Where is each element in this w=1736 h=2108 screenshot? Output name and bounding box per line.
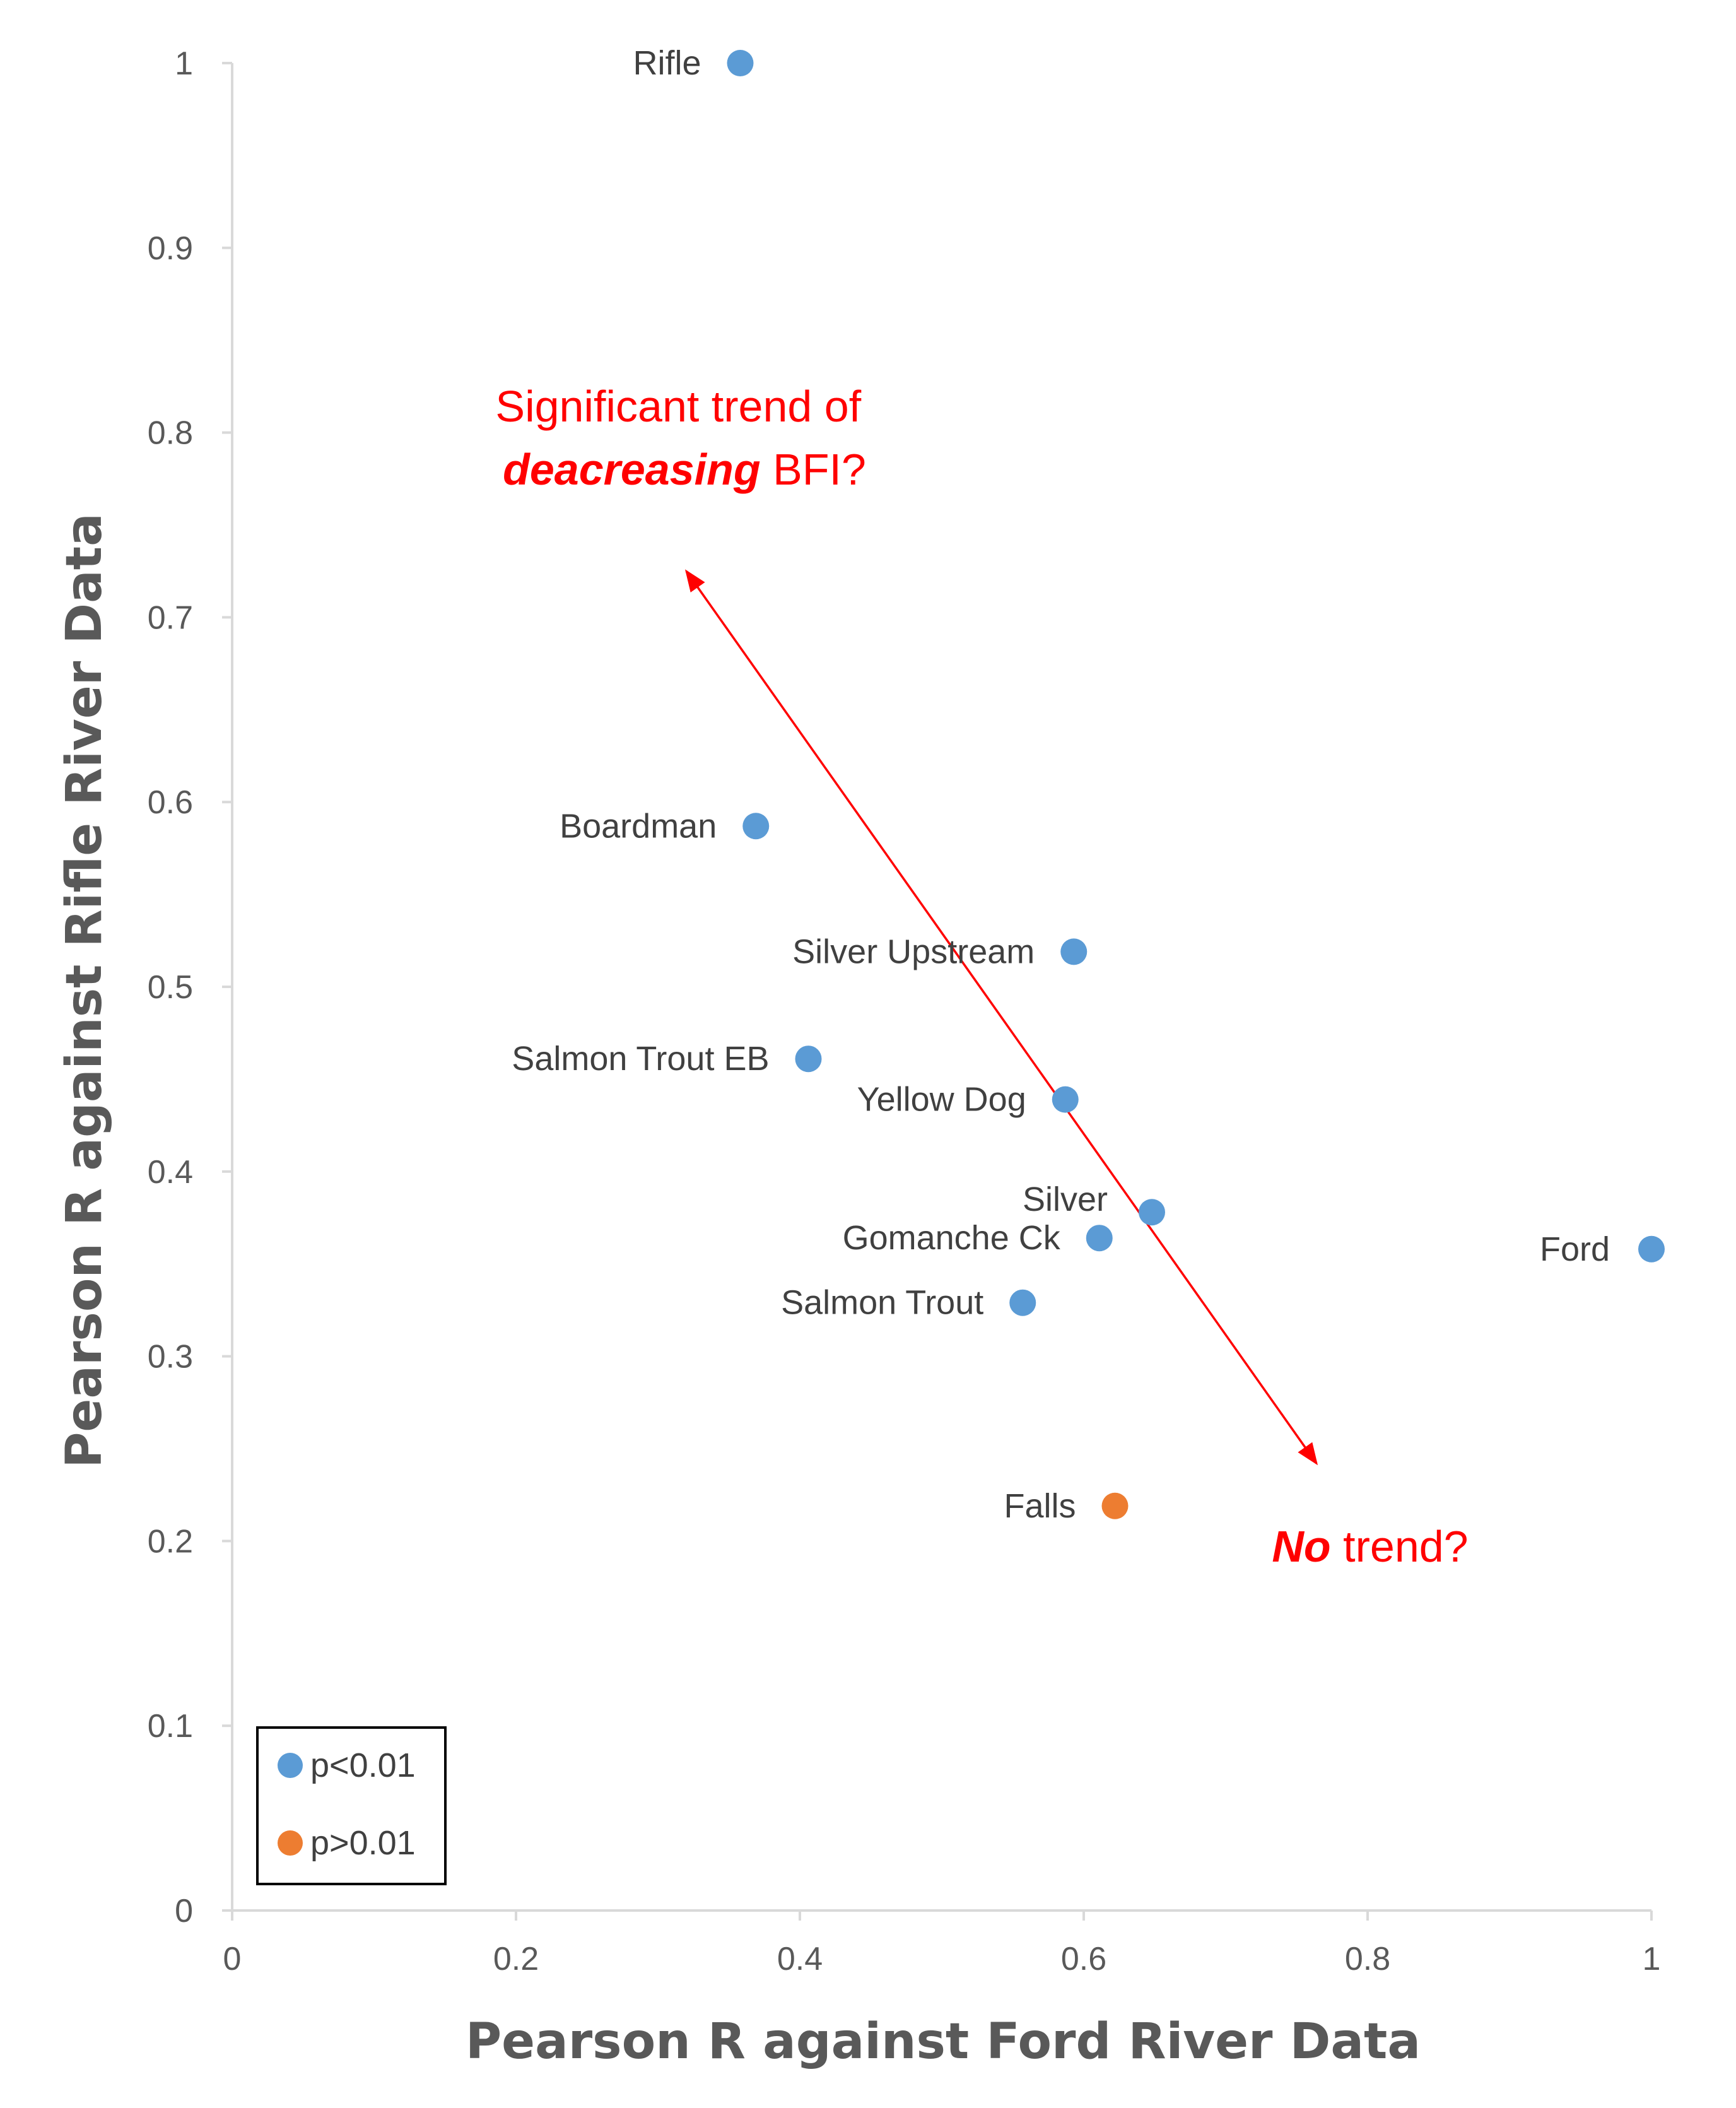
y-tick-label: 0.9 — [148, 230, 193, 267]
data-label-silver: Silver — [1023, 1181, 1108, 1218]
y-tick-label: 0.7 — [148, 599, 193, 636]
legend-marker-p-lt-001 — [278, 1753, 303, 1778]
y-tick-label: 0.2 — [148, 1523, 193, 1560]
data-point-gomanche-ck — [1086, 1225, 1113, 1252]
data-point-ford — [1638, 1235, 1665, 1263]
data-label-gomanche-ck: Gomanche Ck — [843, 1219, 1061, 1257]
data-label-rifle: Rifle — [633, 44, 701, 82]
y-tick-label: 0.3 — [148, 1339, 193, 1375]
annotation-bottom-rest: trend? — [1331, 1522, 1469, 1571]
legend-label-p-lt-001: p<0.01 — [310, 1746, 416, 1784]
x-tick-label: 0.4 — [777, 1941, 823, 1977]
y-tick-label: 0 — [175, 1893, 193, 1929]
y-tick-label: 0.1 — [148, 1708, 193, 1745]
data-point-falls — [1101, 1492, 1129, 1519]
y-tick-label: 0.8 — [148, 415, 193, 452]
data-point-labels: Rifle Boardman Silver Upstream Salmon Trout… — [512, 44, 1610, 1525]
y-axis-title: Pearson R against Rifle River Data — [56, 513, 113, 1468]
x-tick-label: 0.8 — [1345, 1941, 1390, 1977]
x-axis-title: Pearson R against Ford River Data — [466, 2013, 1421, 2070]
y-tick-label: 1 — [175, 45, 193, 82]
annotation-decreasing-trend: Significant trend of deacreasing BFI? — [495, 382, 873, 494]
x-tick-label: 0 — [223, 1941, 242, 1977]
x-axis-ticks: 0 0.2 0.4 0.6 0.8 1 — [223, 1911, 1661, 1977]
legend-marker-p-gt-001 — [278, 1830, 303, 1856]
data-points — [727, 50, 1665, 1519]
y-tick-label: 0.6 — [148, 784, 193, 821]
data-point-salmon-trout — [1009, 1289, 1036, 1316]
data-label-falls: Falls — [1004, 1487, 1076, 1525]
data-label-silver-upstream: Silver Upstream — [792, 933, 1035, 970]
annotation-no-trend: No trend? — [1272, 1522, 1468, 1571]
data-label-boardman: Boardman — [560, 807, 717, 845]
data-label-salmon-trout: Salmon Trout — [781, 1284, 983, 1322]
legend: p<0.01 p>0.01 — [256, 1726, 447, 1885]
annotation-bottom-emph: No — [1272, 1522, 1330, 1571]
x-tick-label: 1 — [1643, 1941, 1661, 1977]
annotation-top-line1: Significant trend of — [495, 382, 861, 431]
data-label-yellow-dog: Yellow Dog — [857, 1081, 1026, 1119]
data-point-boardman — [742, 813, 770, 840]
trend-arrow — [684, 569, 1318, 1466]
data-label-ford: Ford — [1540, 1230, 1610, 1268]
data-label-salmon-trout-eb: Salmon Trout EB — [512, 1040, 769, 1078]
annotation-top-rest: BFI? — [761, 445, 866, 494]
data-point-rifle — [727, 50, 754, 76]
annotation-top-emph: deacreasing — [503, 445, 761, 494]
x-tick-label: 0.6 — [1061, 1941, 1106, 1977]
legend-label-p-gt-001: p>0.01 — [310, 1824, 416, 1862]
data-point-silver-upstream — [1060, 938, 1088, 965]
y-axis-ticks: 0 0.1 0.2 0.3 0.4 0.5 0.6 0.7 0.8 0.9 1 — [148, 45, 232, 1929]
legend-box — [256, 1726, 447, 1885]
data-point-silver — [1139, 1199, 1165, 1226]
y-tick-label: 0.5 — [148, 969, 193, 1006]
x-tick-label: 0.2 — [493, 1941, 539, 1977]
axes — [231, 63, 1651, 1912]
trend-annotations: Significant trend of deacreasing BFI? No… — [495, 382, 1468, 1571]
data-point-salmon-trout-eb — [795, 1045, 822, 1073]
y-tick-label: 0.4 — [148, 1154, 193, 1191]
data-point-yellow-dog — [1052, 1086, 1079, 1113]
